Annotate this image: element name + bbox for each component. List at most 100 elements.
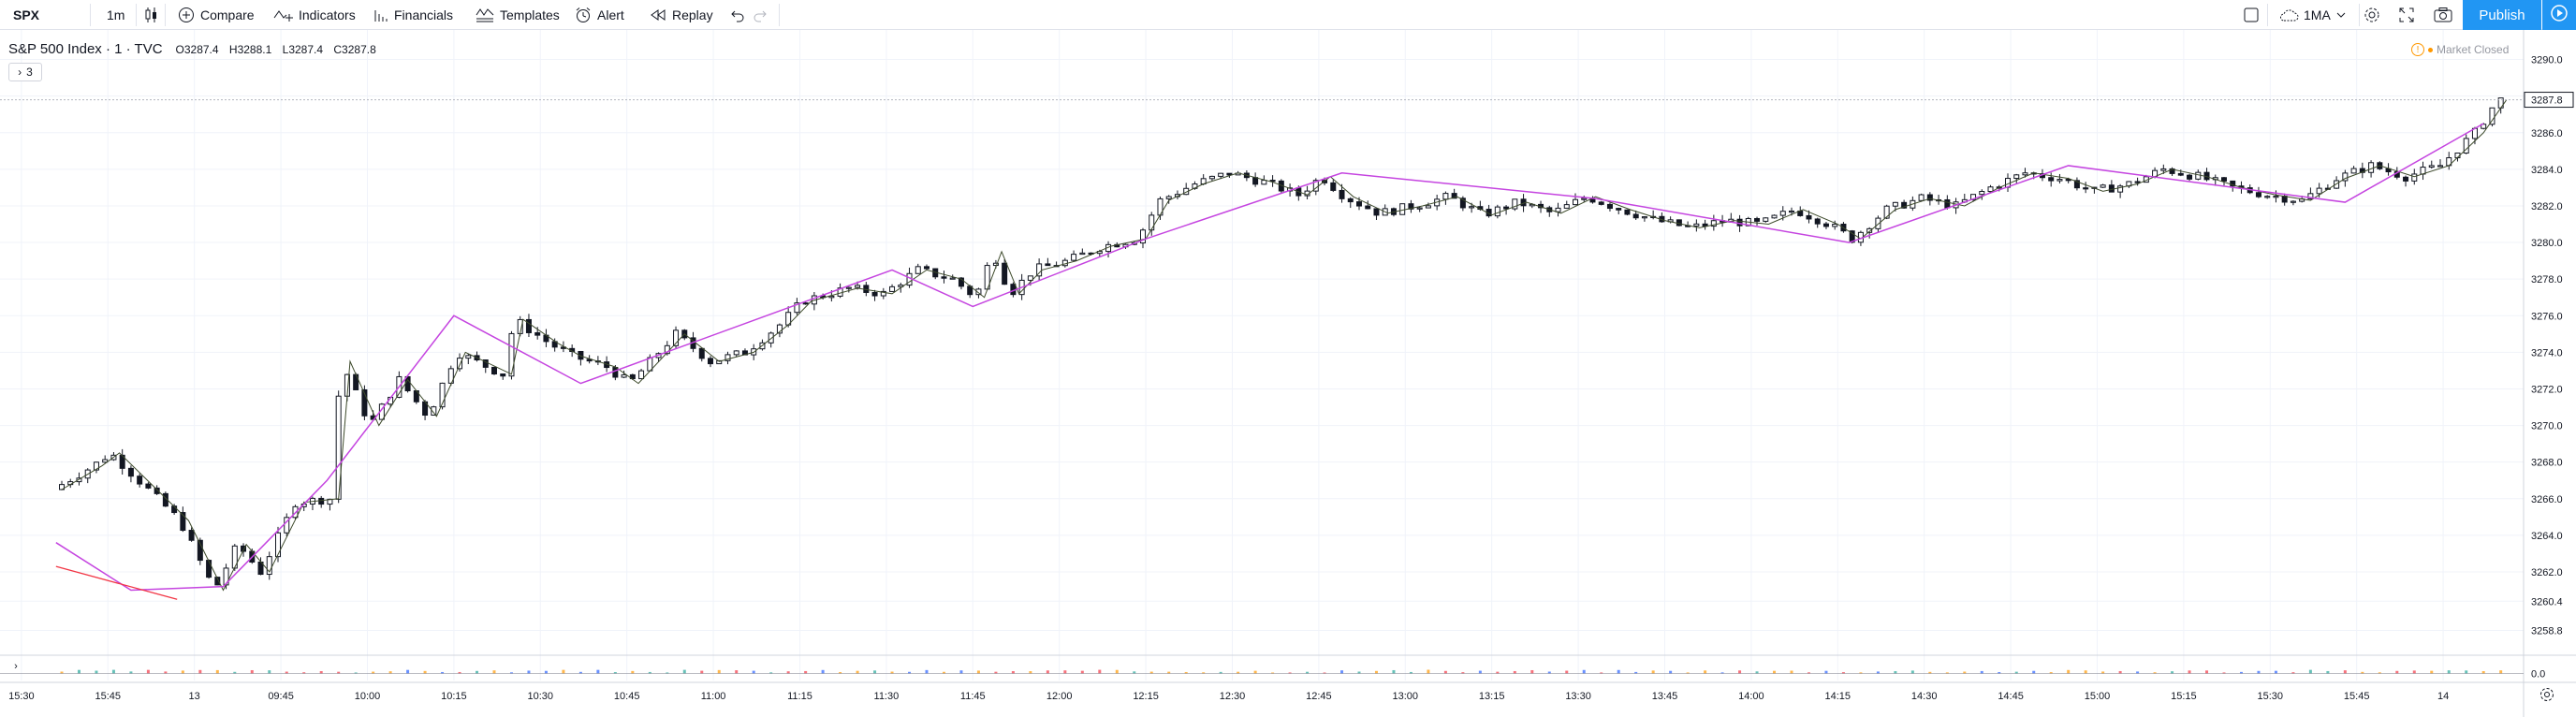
candle — [1606, 203, 1613, 210]
indicators-toggle[interactable]: › 3 — [8, 63, 42, 81]
publish-menu-button[interactable] — [2542, 0, 2576, 30]
volume-bar — [268, 670, 271, 674]
volume-bar — [562, 669, 565, 674]
candle — [724, 354, 731, 361]
time-axis-label: 12:30 — [1220, 691, 1246, 702]
candle — [733, 350, 739, 356]
candle — [2437, 165, 2443, 168]
market-status[interactable]: ! Market Closed — [2411, 43, 2509, 56]
volume-bar — [1963, 671, 1967, 674]
indicators-button[interactable]: Indicators — [273, 0, 356, 29]
layout-label: 1MA — [2304, 7, 2331, 22]
candle — [1149, 214, 1155, 231]
time-axis-label: 14 — [2437, 691, 2449, 702]
volume-bar — [2049, 672, 2053, 674]
candle — [1901, 201, 1908, 209]
candle — [1624, 209, 1631, 215]
candle — [2073, 180, 2080, 189]
time-axis-label: 11:30 — [874, 691, 900, 702]
candle — [828, 295, 835, 299]
volume-bar — [492, 670, 496, 674]
chart-type-button[interactable] — [145, 0, 158, 29]
volume-bar — [2499, 670, 2503, 674]
volume-bar — [1980, 670, 1983, 674]
volume-bar — [1357, 671, 1361, 674]
gear-icon — [2363, 6, 2381, 24]
chart-settings-button[interactable] — [2363, 0, 2381, 29]
candle — [1892, 201, 1898, 207]
volume-bar — [1461, 672, 1465, 674]
volume-bar — [1184, 671, 1188, 674]
volume-bar — [111, 669, 115, 674]
publish-button[interactable]: Publish — [2463, 0, 2541, 30]
candle — [1408, 203, 1414, 210]
candle — [76, 477, 82, 483]
axis-settings-button[interactable] — [2539, 686, 2555, 708]
candle — [802, 302, 809, 305]
low-value: L3287.4 — [282, 42, 324, 56]
candle — [2290, 200, 2296, 203]
volume-bar — [2430, 670, 2434, 674]
candle — [2281, 196, 2288, 203]
candle — [1330, 182, 1337, 191]
volume-bar — [354, 672, 358, 674]
candle — [1822, 223, 1829, 227]
candle — [629, 373, 636, 380]
candle — [525, 318, 532, 333]
candle — [941, 276, 947, 279]
candle — [673, 329, 680, 346]
financials-button[interactable]: Financials — [373, 0, 453, 29]
volume-bar — [95, 670, 98, 674]
volume-bar — [1582, 669, 1586, 674]
last-price-badge — [2524, 92, 2574, 109]
undo-button[interactable] — [728, 0, 745, 29]
candle — [889, 285, 896, 292]
candle — [2350, 168, 2357, 174]
volume-bar — [2101, 671, 2105, 674]
volume-bar — [2032, 670, 2036, 674]
volume-bar — [1704, 670, 1707, 674]
volume-bar — [1253, 670, 1257, 674]
price-axis-label: 3268.0 — [2531, 458, 2563, 469]
price-axis-label: 3286.0 — [2531, 128, 2563, 139]
fullscreen-button[interactable] — [2398, 0, 2415, 29]
replay-button[interactable]: Replay — [650, 0, 713, 29]
symbol-search-button[interactable]: SPX — [13, 0, 39, 29]
price-chart[interactable]: 3290.03288.03286.03284.03282.03280.03278… — [0, 30, 2576, 717]
plus-circle-icon — [178, 7, 195, 23]
volume-bar — [1755, 671, 1759, 674]
interval-button[interactable]: 1m — [107, 0, 124, 29]
volume-bar — [1323, 672, 1326, 674]
toolbar-divider — [2267, 4, 2268, 26]
candle — [2411, 173, 2418, 182]
series-title[interactable]: S&P 500 Index · 1 · TVC — [8, 41, 163, 57]
candle — [1494, 206, 1500, 217]
volume-bar — [1478, 670, 1482, 674]
candle — [2307, 193, 2314, 200]
time-axis-label: 15:45 — [95, 691, 122, 702]
candle — [716, 359, 723, 365]
candle — [154, 487, 160, 494]
alert-button[interactable]: Alert — [575, 0, 624, 29]
volume-bar — [2274, 670, 2277, 674]
candle — [612, 367, 619, 378]
time-axis-label: 10:00 — [355, 691, 381, 702]
volume-pane-toggle[interactable]: › — [6, 658, 26, 675]
volume-bar — [1288, 672, 1292, 674]
rewind-icon — [650, 7, 666, 23]
templates-button[interactable]: Templates — [476, 0, 560, 29]
indicators-label: Indicators — [299, 7, 356, 22]
redo-button[interactable] — [753, 0, 769, 29]
snapshot-button[interactable] — [2434, 0, 2452, 29]
redo-icon — [753, 7, 769, 23]
time-axis-label: 14:45 — [1998, 691, 2024, 702]
layout-save-button[interactable]: 1MA — [2278, 0, 2346, 29]
candle — [2177, 172, 2184, 176]
volume-bar — [1894, 671, 1897, 674]
price-axis-label: 3278.0 — [2531, 274, 2563, 285]
compare-button[interactable]: Compare — [178, 0, 255, 29]
volume-bar — [1998, 672, 2001, 674]
select-layout-button[interactable] — [2243, 0, 2260, 29]
candle — [188, 530, 195, 541]
volume-bar — [786, 671, 790, 674]
